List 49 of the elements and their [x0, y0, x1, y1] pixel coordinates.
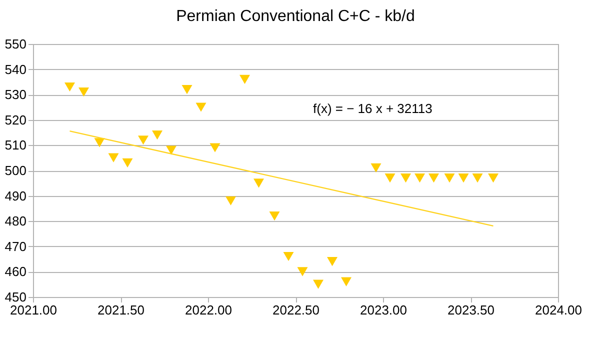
- y-tick-label: 500: [4, 163, 26, 178]
- x-tick-label: 2022.00: [185, 302, 232, 318]
- point: [122, 158, 133, 168]
- point: [428, 174, 439, 183]
- y-tick-label: 480: [4, 214, 26, 229]
- point: [370, 163, 382, 173]
- point: [152, 130, 162, 140]
- x-tick-label: 2023.00: [360, 302, 407, 318]
- point: [341, 277, 352, 286]
- y-tick-label: 520: [4, 112, 26, 128]
- point: [400, 174, 411, 183]
- point: [210, 143, 220, 152]
- point: [138, 136, 148, 145]
- point: [414, 174, 425, 183]
- point: [269, 212, 280, 221]
- point: [166, 146, 176, 155]
- point: [458, 174, 469, 183]
- point: [94, 138, 105, 148]
- y-tick-label: 490: [4, 188, 26, 204]
- point: [283, 252, 294, 262]
- point: [182, 85, 192, 94]
- x-tick-label: 2021.50: [98, 302, 144, 318]
- point: [384, 174, 396, 183]
- point: [313, 280, 324, 289]
- point: [108, 153, 119, 162]
- y-tick-label: 510: [4, 138, 26, 153]
- point: [226, 196, 236, 206]
- x-tick-label: 2022.50: [272, 302, 320, 318]
- y-tick-label: 470: [4, 238, 26, 254]
- x-tick-label: 2021.00: [10, 302, 57, 318]
- point: [327, 257, 338, 266]
- point: [472, 174, 483, 183]
- annotation: f(x) = − 16 x + 32113: [313, 101, 432, 116]
- point: [78, 88, 89, 97]
- point: [444, 174, 455, 183]
- y-tick-label: 550: [4, 36, 26, 52]
- point: [64, 82, 75, 92]
- point: [254, 178, 264, 188]
- point: [297, 267, 308, 276]
- y-tick-label: 540: [4, 62, 26, 77]
- x-tick-label: 2023.50: [448, 302, 494, 318]
- y-tick-label: 530: [4, 87, 26, 102]
- chart-title: Permian Conventional C+C - kb/d: [176, 8, 415, 25]
- point: [240, 74, 250, 84]
- y-tick-label: 460: [4, 264, 26, 280]
- point: [196, 102, 206, 112]
- x-tick-label: 2024.00: [535, 302, 582, 318]
- y-tick-label: 450: [4, 290, 26, 304]
- point: [488, 174, 498, 183]
